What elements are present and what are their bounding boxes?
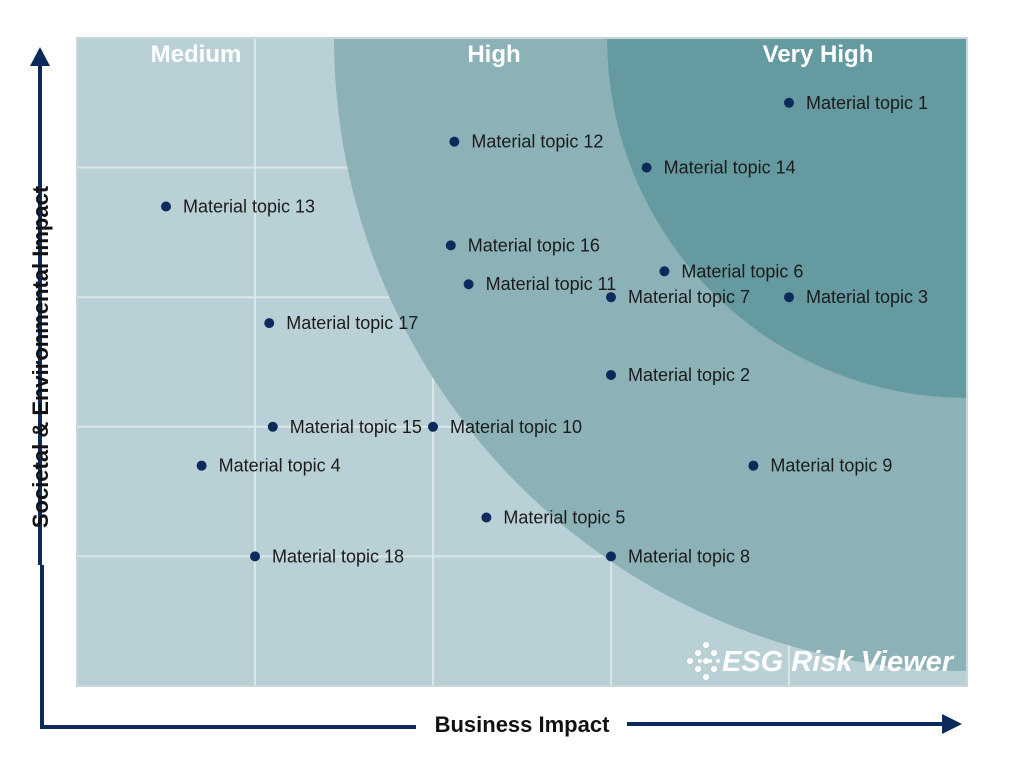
zone-label-very-high: Very High	[763, 41, 874, 68]
data-point-label: Material topic 1	[806, 93, 928, 113]
data-point[interactable]	[267, 421, 278, 432]
data-point-label: Material topic 11	[486, 274, 617, 294]
data-point[interactable]	[659, 266, 670, 277]
data-point[interactable]	[428, 421, 438, 432]
zone-label-medium: Medium	[151, 41, 242, 68]
risk-zones	[334, 38, 967, 671]
data-point-label: Material topic 16	[468, 235, 600, 255]
zone-very-high-area	[607, 38, 967, 398]
data-point-label: Material topic 10	[450, 417, 582, 437]
data-point[interactable]	[161, 201, 171, 212]
watermark: ESG Risk Viewer	[687, 642, 955, 680]
data-point[interactable]	[481, 512, 492, 523]
data-points: Material topic 1 Material topic 2 Material…	[161, 93, 928, 566]
data-point[interactable]	[449, 136, 460, 147]
data-point-label: Material topic 2	[628, 365, 750, 385]
data-point-label: Material topic 7	[628, 287, 750, 307]
data-point-label: Material topic 9	[770, 456, 892, 476]
x-axis-arrow	[40, 565, 962, 734]
data-point-label: Material topic 14	[664, 158, 796, 178]
data-point-label: Material topic 13	[183, 196, 315, 216]
data-point[interactable]	[606, 292, 616, 303]
data-point[interactable]	[250, 551, 260, 562]
data-point[interactable]	[784, 292, 794, 303]
y-axis-arrow	[30, 47, 50, 565]
data-point-label: Material topic 5	[503, 508, 625, 528]
data-point-label: Material topic 17	[286, 313, 418, 333]
data-point-label: Material topic 3	[806, 287, 928, 307]
plot-border	[76, 37, 968, 687]
data-point[interactable]	[606, 551, 616, 562]
data-point[interactable]	[748, 460, 759, 471]
data-point[interactable]	[196, 460, 207, 471]
data-point-label: Material topic 4	[219, 456, 341, 476]
y-axis-title: Societal & Environmental Impact	[28, 185, 53, 528]
data-point[interactable]	[784, 97, 794, 108]
data-point-label: Material topic 12	[471, 132, 603, 152]
data-point-label: Material topic 15	[290, 417, 422, 437]
data-point[interactable]	[606, 369, 616, 380]
data-point-label: Material topic 6	[681, 261, 803, 281]
data-point[interactable]	[445, 240, 456, 251]
data-point[interactable]	[463, 279, 474, 290]
esg-logo-icon	[687, 642, 720, 680]
zone-label-high: High	[467, 41, 520, 68]
data-point-label: Material topic 8	[628, 546, 750, 566]
watermark-text: ESG Risk Viewer	[722, 646, 955, 678]
data-point-label: Material topic 18	[272, 546, 404, 566]
x-axis-title: Business Impact	[435, 712, 611, 737]
data-point[interactable]	[264, 318, 275, 329]
data-point[interactable]	[641, 162, 652, 173]
